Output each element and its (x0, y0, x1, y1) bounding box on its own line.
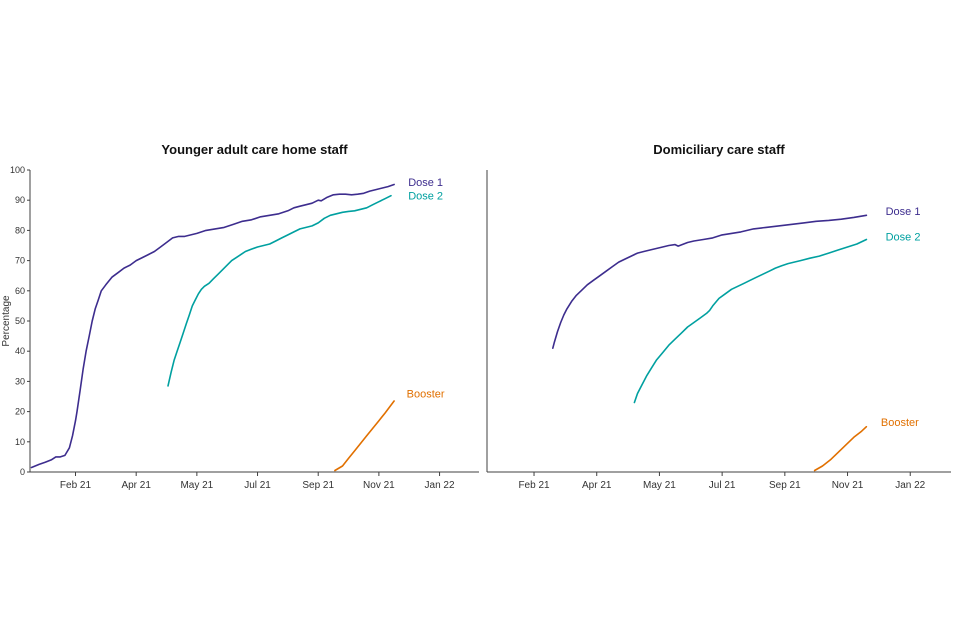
x-tick-label: Jan 22 (425, 480, 455, 491)
chart-panel-care-home-staff: Younger adult care home staff Feb 21 Apr … (0, 138, 480, 508)
y-tick-label: 40 (15, 346, 25, 356)
x-tick-label: Nov 21 (832, 480, 864, 491)
x-tick-label: Jan 22 (895, 480, 925, 491)
x-tick-label: Nov 21 (363, 480, 395, 491)
y-axis-title: Percentage (1, 295, 12, 347)
x-tick-label: Apr 21 (582, 480, 612, 491)
chart-title: Domiciliary care staff (653, 142, 785, 157)
x-tick-label: Sep 21 (769, 480, 801, 491)
booster-line (334, 400, 395, 472)
y-tick-label: 10 (15, 437, 25, 447)
y-tick-label: 100 (10, 165, 25, 175)
x-tick-label: Feb 21 (518, 480, 550, 491)
chart-panel-domiciliary-staff: Domiciliary care staff Feb 21 Apr 21 May 2… (480, 138, 960, 508)
booster-label: Booster (881, 417, 919, 429)
y-tick-label: 20 (15, 407, 25, 417)
y-tick-label: 0 (20, 467, 25, 477)
booster-label: Booster (407, 388, 445, 400)
dose-1-label: Dose 1 (886, 206, 921, 218)
x-tick-label: May 21 (180, 480, 213, 491)
dose-2-line (167, 194, 392, 387)
x-tick-label: Apr 21 (121, 480, 151, 491)
dose-1-label: Dose 1 (408, 177, 443, 189)
x-tick-label: Feb 21 (60, 480, 92, 491)
x-tick-label: May 21 (643, 480, 676, 491)
x-tick-label: Jul 21 (709, 480, 736, 491)
y-tick-label: 90 (15, 195, 25, 205)
dose-2-label: Dose 2 (408, 191, 443, 203)
chart-title: Younger adult care home staff (161, 142, 348, 157)
y-tick-label: 70 (15, 256, 25, 266)
dose-1-line (30, 183, 395, 469)
y-tick-label: 80 (15, 225, 25, 235)
x-tick-label: Sep 21 (302, 480, 334, 491)
y-tick-label: 50 (15, 316, 25, 326)
booster-line (813, 425, 868, 472)
chart-svg-domiciliary-staff: Feb 21 Apr 21 May 21 Jul 21 Sep 21 Nov 21 Jan … (486, 170, 951, 491)
dose-1-line (552, 214, 868, 349)
chart-svg-care-home-staff: Feb 21 Apr 21 May 21 Jul 21 Sep 21 Nov 21 Jan … (1, 165, 479, 491)
dose-2-line (633, 238, 868, 404)
y-tick-label: 60 (15, 286, 25, 296)
x-tick-label: Jul 21 (244, 480, 271, 491)
dose-2-label: Dose 2 (886, 231, 921, 243)
y-tick-label: 30 (15, 376, 25, 386)
